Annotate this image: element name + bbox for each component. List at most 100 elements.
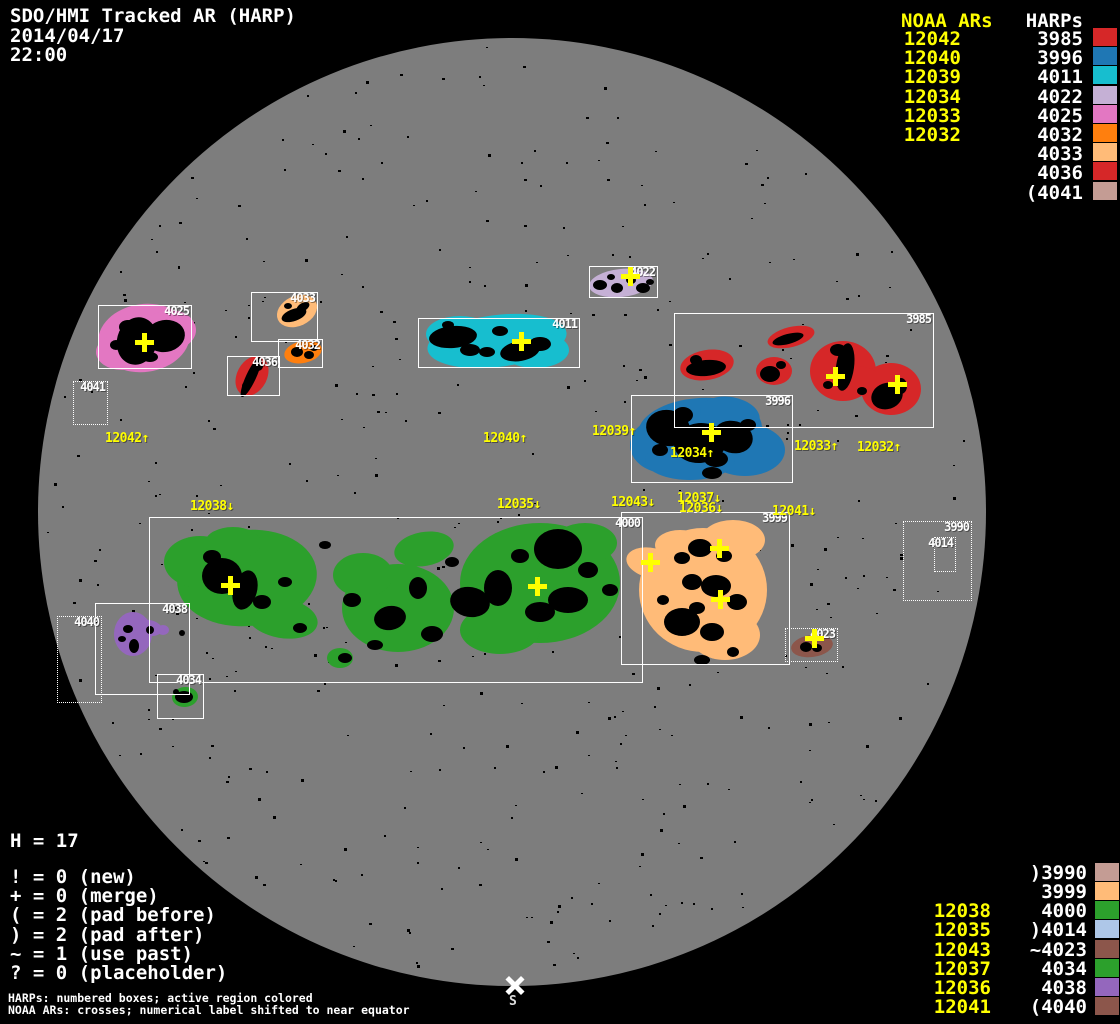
- speck: [620, 743, 622, 745]
- speck: [155, 462, 157, 464]
- harp-box-4032: 4032: [278, 339, 323, 368]
- speck: [97, 584, 99, 586]
- speck: [886, 577, 888, 578]
- speck: [358, 138, 360, 140]
- harp-box-3996: 3996: [631, 395, 793, 483]
- speck: [458, 867, 460, 869]
- speck: [963, 440, 965, 442]
- umbra-spot: [823, 381, 833, 389]
- legend-harp-number: 3996: [1037, 47, 1083, 70]
- harp-box-4040: 4040: [57, 616, 102, 703]
- umbra-spot: [776, 361, 786, 369]
- harp-box-label: 3996: [765, 394, 791, 408]
- noaa-disk-label: 12039↑: [592, 424, 636, 439]
- harp-box-3985: 3985: [674, 313, 934, 428]
- speck: [717, 672, 719, 673]
- speck: [407, 136, 409, 138]
- speck: [876, 613, 878, 614]
- legend-harp-number: 4038: [1041, 976, 1087, 999]
- speck: [79, 679, 82, 682]
- harp-count: H = 17: [10, 830, 79, 852]
- speck: [654, 706, 656, 708]
- speck: [211, 745, 214, 747]
- speck: [862, 538, 864, 539]
- speck: [487, 849, 489, 850]
- speck: [362, 286, 364, 288]
- speck: [479, 76, 481, 78]
- speck: [426, 200, 428, 202]
- umbra-spot: [291, 347, 303, 357]
- speck: [837, 537, 839, 538]
- umbra-spot: [688, 539, 712, 557]
- noaa-cross-icon: [888, 375, 907, 394]
- umbra-spot: [857, 387, 867, 395]
- umbra-spot: [338, 653, 352, 663]
- speck: [592, 314, 595, 316]
- speck: [148, 709, 150, 711]
- speck: [345, 642, 347, 643]
- noaa-disk-label: 12032↑: [857, 440, 901, 455]
- speck: [525, 310, 527, 312]
- speck: [816, 609, 818, 610]
- speck: [885, 362, 887, 363]
- speck: [159, 728, 162, 730]
- speck: [282, 139, 284, 141]
- speck: [203, 861, 205, 862]
- noaa-ars-header: NOAA ARs: [901, 10, 993, 32]
- speck: [742, 907, 744, 908]
- speck: [511, 817, 513, 819]
- speck: [811, 799, 813, 801]
- umbra-spot: [146, 626, 154, 634]
- umbra-spot: [278, 577, 292, 587]
- speck: [486, 47, 488, 48]
- speck: [791, 544, 794, 547]
- speck: [198, 840, 201, 842]
- umbra-spot: [319, 541, 331, 549]
- speck: [641, 505, 643, 506]
- speck: [573, 953, 575, 954]
- speck: [235, 671, 237, 672]
- speck: [77, 455, 80, 457]
- speck: [863, 575, 865, 577]
- speck: [120, 271, 122, 273]
- speck: [320, 301, 322, 303]
- speck: [826, 673, 828, 674]
- speck: [208, 420, 210, 422]
- speck: [910, 329, 912, 331]
- noaa-cross-icon: [702, 423, 721, 442]
- speck: [586, 117, 589, 119]
- speck: [642, 799, 644, 800]
- speck: [178, 268, 180, 269]
- speck: [155, 495, 157, 497]
- speck: [439, 249, 441, 251]
- speck: [524, 179, 527, 181]
- speck: [655, 151, 657, 152]
- speck: [263, 261, 265, 262]
- region-blob-3999: [701, 520, 765, 560]
- noaa-cross-icon: [805, 629, 824, 648]
- noaa-disk-label: 12042↑: [105, 431, 149, 446]
- speck: [356, 393, 358, 395]
- speck: [347, 735, 349, 736]
- harp-color-chip: [1095, 997, 1119, 1016]
- speck: [616, 767, 618, 769]
- umbra-spot: [421, 626, 443, 642]
- speck: [619, 636, 622, 638]
- speck: [810, 583, 813, 586]
- speck: [174, 607, 177, 609]
- speck: [94, 560, 97, 562]
- umbra-spot: [110, 340, 122, 350]
- harp-box-label: 4014: [928, 536, 954, 550]
- speck: [416, 962, 418, 964]
- speck: [324, 683, 326, 685]
- speck: [235, 336, 237, 338]
- footnote-line: NOAA ARs: crosses; numerical label shift…: [8, 1003, 410, 1017]
- speck: [550, 921, 553, 924]
- umbra-spot: [529, 337, 551, 351]
- harp-box-label: 3999: [762, 511, 788, 525]
- umbra-spot: [445, 557, 459, 567]
- app-title: SDO/HMI Tracked AR (HARP): [10, 5, 296, 27]
- speck: [679, 784, 681, 785]
- speck: [681, 902, 683, 904]
- speck: [484, 285, 486, 287]
